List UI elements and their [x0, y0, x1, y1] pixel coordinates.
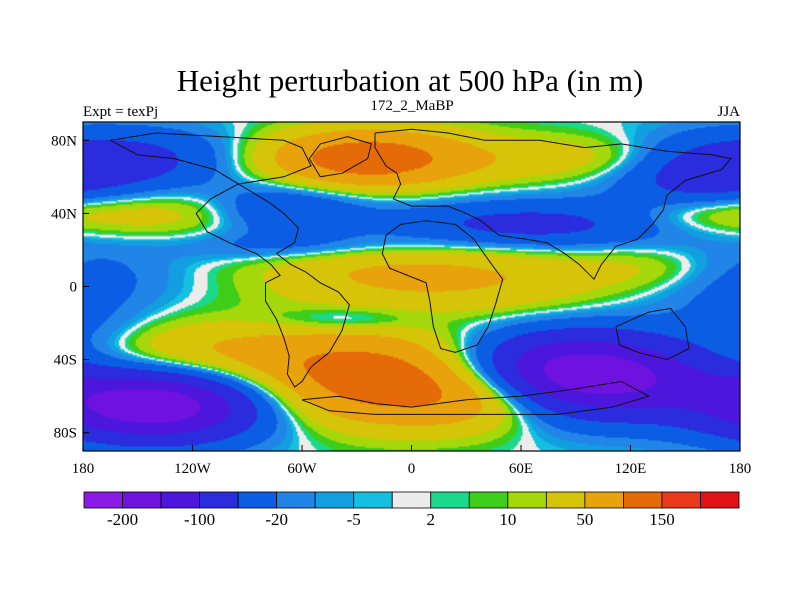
season-label: JJA — [717, 104, 740, 120]
x-tick-label: 180 — [729, 461, 752, 477]
y-tick-label: 40S — [54, 353, 77, 369]
coastline-4 — [301, 380, 651, 415]
colorbar-swatch — [160, 491, 200, 509]
x-tick-label: 60E — [509, 461, 533, 477]
colorbar-swatch — [276, 491, 316, 509]
coastline-6 — [308, 136, 373, 178]
x-tick-label: 120E — [615, 461, 647, 477]
colorbar-swatch — [700, 491, 740, 509]
colorbar-swatch — [623, 491, 663, 509]
y-tick-label: 40N — [51, 206, 77, 222]
y-tick-label: 80N — [51, 133, 77, 149]
colorbar-swatch — [122, 491, 162, 509]
colorbar-label: 150 — [649, 510, 675, 529]
coastline-2 — [374, 128, 732, 281]
colorbar-swatch — [353, 491, 393, 509]
colorbar-swatch — [468, 491, 509, 509]
colorbar-swatch — [199, 491, 239, 509]
colorbar-label: -100 — [184, 510, 215, 529]
colorbar-swatch — [237, 491, 278, 509]
coastlines — [110, 128, 732, 415]
x-tick-label: 0 — [408, 461, 416, 477]
colorbar-swatch — [391, 491, 432, 509]
colorbar-swatch — [314, 491, 355, 509]
height-perturbation-field — [83, 122, 740, 451]
coastline-3 — [381, 220, 504, 353]
coastline-5 — [615, 307, 690, 361]
y-axis: 80N 40N 0 40S 80S — [51, 133, 89, 442]
colorbar-swatch — [584, 491, 624, 509]
experiment-label: Expt = texPj — [83, 104, 158, 120]
colorbar-label: 50 — [576, 510, 593, 529]
colorbar-swatch — [545, 491, 586, 509]
colorbar-label: -5 — [347, 510, 361, 529]
coastline-1 — [110, 132, 350, 388]
x-axis: 180 120W 60W 0 60E 120E 180 — [72, 445, 752, 477]
colorbar-label: -200 — [107, 510, 138, 529]
x-tick-label: 60W — [287, 461, 317, 477]
x-tick-label: 120W — [174, 461, 212, 477]
colorbar: -200 -100 -20 -5 2 10 50 150 — [83, 491, 740, 529]
y-tick-label: 80S — [54, 426, 77, 442]
run-label: 172_2_MaBP — [370, 98, 453, 114]
colorbar-label: -20 — [265, 510, 288, 529]
map-panel: 180 120W 60W 0 60E 120E 180 80N 40N 0 40S 80S — [51, 121, 752, 477]
colorbar-swatch — [661, 491, 701, 509]
colorbar-label: 10 — [499, 510, 516, 529]
colorbar-swatch — [430, 491, 470, 509]
x-tick-label: 180 — [72, 461, 95, 477]
colorbar-label: 2 — [427, 510, 436, 529]
colorbar-swatch — [507, 491, 547, 509]
chart-title: Height perturbation at 500 hPa (in m) — [177, 63, 644, 98]
y-tick-label: 0 — [70, 280, 78, 296]
colorbar-swatch — [83, 491, 123, 509]
